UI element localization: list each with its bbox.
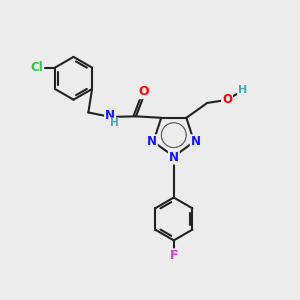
Text: O: O: [222, 93, 232, 106]
Text: N: N: [169, 151, 179, 164]
Text: Cl: Cl: [30, 61, 43, 74]
Text: N: N: [105, 109, 115, 122]
Text: O: O: [139, 85, 149, 98]
Text: N: N: [190, 135, 201, 148]
Text: F: F: [169, 249, 178, 262]
Text: N: N: [147, 135, 157, 148]
Text: H: H: [110, 118, 118, 128]
Text: H: H: [238, 85, 247, 95]
